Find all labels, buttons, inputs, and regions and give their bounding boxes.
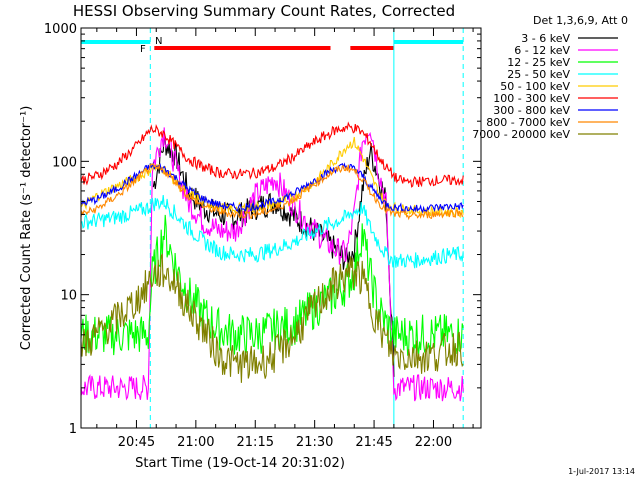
- series-line: [80, 161, 464, 214]
- y-tick-label: 1: [69, 422, 77, 437]
- series-line: [152, 134, 395, 377]
- x-axis-label: Start Time (19-Oct-14 20:31:02): [135, 456, 345, 471]
- y-tick-label: 1000: [44, 22, 77, 37]
- plot-frame: [80, 27, 482, 429]
- series-layer: [80, 121, 464, 402]
- night-flag-label: N: [155, 36, 162, 47]
- y-tick-label: 100: [52, 155, 77, 170]
- series-line: [80, 163, 464, 221]
- legend-entry-label: 50 - 100 keV: [500, 80, 570, 93]
- legend-entry-label: 800 - 7000 keV: [486, 116, 570, 129]
- legend-entry-label: 12 - 25 keV: [507, 56, 570, 69]
- chart-title: HESSI Observing Summary Count Rates, Cor…: [73, 2, 455, 20]
- legend-entry-label: 300 - 800 keV: [493, 104, 570, 117]
- series-line: [80, 194, 464, 269]
- legend-entry-label: 100 - 300 keV: [493, 92, 570, 105]
- legend-entry-label: 7000 - 20000 keV: [472, 128, 570, 141]
- x-axis: 20:45 21:00 21:15 21:30 21:45 22:00: [96, 28, 474, 450]
- x-tick-label: 21:45: [355, 435, 392, 450]
- series-line: [80, 253, 464, 383]
- x-tick-label: 22:00: [415, 435, 452, 450]
- x-tick-label: 21:30: [296, 435, 333, 450]
- flag-labels: F N: [140, 36, 162, 55]
- y-axis: 1 10 100 1000: [44, 22, 481, 437]
- series-line: [80, 214, 464, 356]
- y-axis-label: Corrected Count Rate (s⁻¹ detector⁻¹): [19, 106, 34, 351]
- legend-header: Det 1,3,6,9, Att 0: [533, 14, 628, 27]
- series-line: [80, 127, 464, 402]
- legend-entry-label: 25 - 50 keV: [507, 68, 570, 81]
- legend-entry-label: 3 - 6 keV: [521, 32, 570, 45]
- x-tick-label: 20:45: [118, 435, 155, 450]
- plot-area: F N: [80, 28, 464, 428]
- series-line: [80, 121, 464, 188]
- y-tick-label: 10: [60, 289, 77, 304]
- timestamp: 1-Jul-2017 13:14: [568, 467, 635, 476]
- flare-flag-label: F: [140, 44, 146, 55]
- x-tick-label: 21:00: [177, 435, 214, 450]
- x-tick-label: 21:15: [237, 435, 274, 450]
- legend-entry-label: 6 - 12 keV: [514, 44, 570, 57]
- series-line: [80, 136, 464, 219]
